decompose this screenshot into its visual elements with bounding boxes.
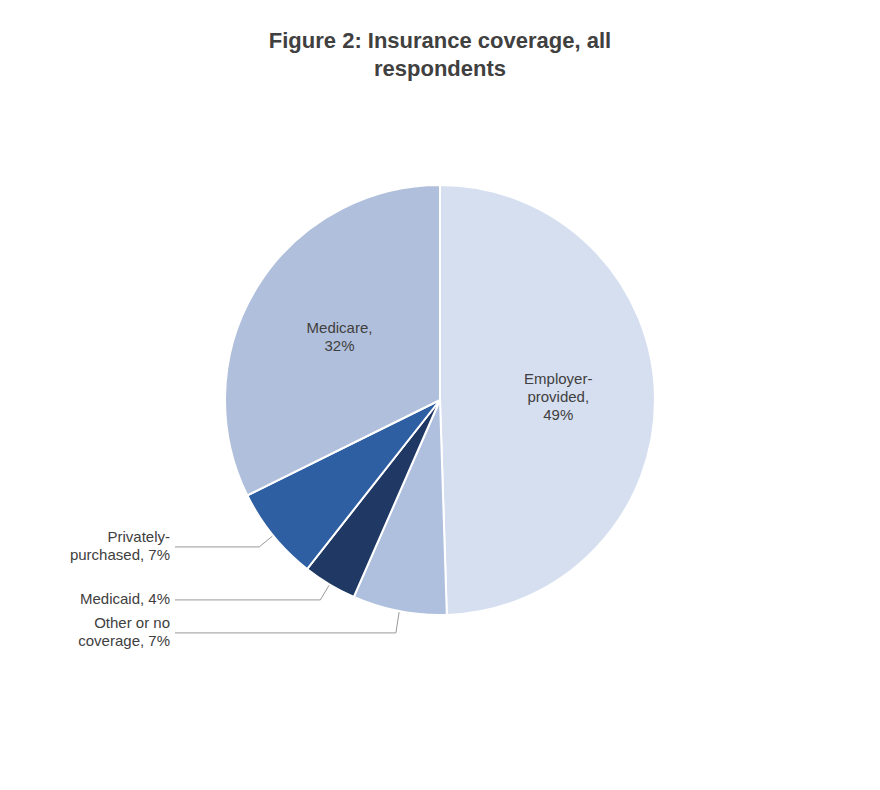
slice-label: Other or nocoverage, 7% [78, 614, 170, 649]
leader-line [175, 585, 329, 600]
background [0, 0, 880, 790]
title: Figure 2: Insurance coverage, allrespond… [269, 28, 611, 81]
slice-label: Medicare,32% [307, 319, 373, 354]
leader-lines [175, 536, 399, 633]
slice-label: Employer-provided,49% [524, 370, 592, 423]
slices [225, 185, 655, 615]
labels: Employer-provided,49% Medicare,32% Private… [70, 319, 592, 649]
leader-line [175, 536, 272, 547]
slice [440, 185, 655, 615]
slice [225, 185, 440, 495]
slice-label: Medicaid, 4% [80, 590, 170, 607]
slice-label: Privately-purchased, 7% [70, 528, 170, 563]
chart-container: Figure 2: Insurance coverage, allrespond… [0, 0, 880, 790]
chart: Figure 2: Insurance coverage, allrespond… [0, 0, 880, 790]
leader-line [175, 612, 399, 633]
